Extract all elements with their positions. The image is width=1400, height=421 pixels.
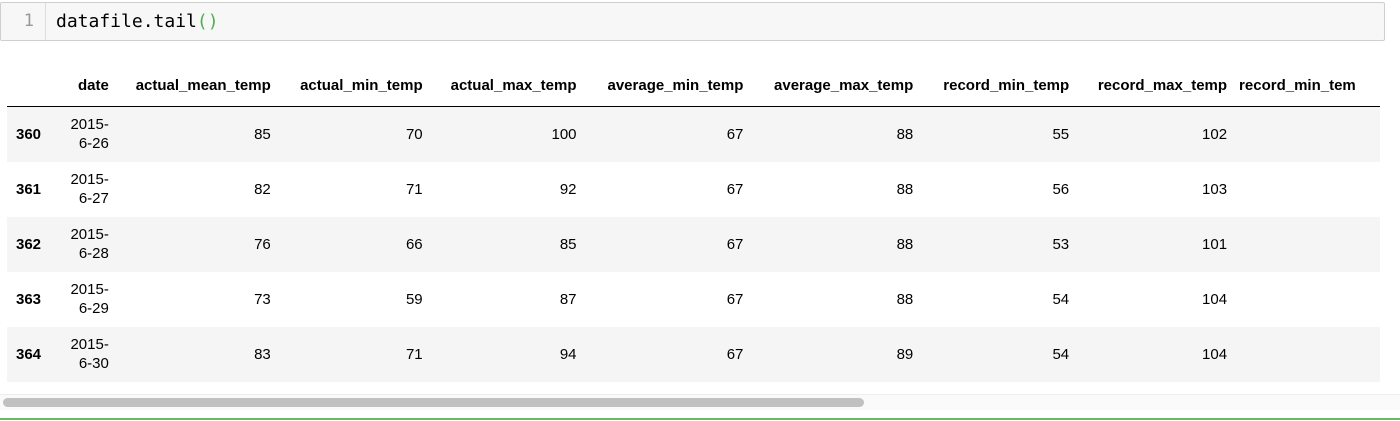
table-cell-clipped — [1233, 217, 1380, 272]
table-cell: 88 — [896, 290, 914, 308]
table-cell: 56 — [1052, 180, 1070, 198]
column-header: actual_min_temp — [276, 64, 429, 107]
table-cell: 88 — [896, 125, 914, 143]
date-cell: 2015- 6-28 — [57, 217, 115, 272]
table-cell: 73 — [254, 290, 271, 308]
column-header: average_min_temp — [582, 64, 750, 107]
date-cell: 2015- 6-29 — [57, 272, 115, 327]
dataframe-viewport[interactable]: date actual_mean_temp actual_min_temp ac… — [7, 64, 1380, 409]
table-cell: 66 — [405, 235, 423, 253]
table-row: 362 2015- 6-28 76 66 85 67 88 53 101 — [7, 216, 1380, 272]
table-row: 361 2015- 6-27 82 71 92 67 88 56 103 — [7, 162, 1380, 217]
column-header: record_min_temp — [919, 64, 1076, 107]
table-row: 364 2015- 6-30 83 71 94 67 89 54 104 — [7, 326, 1380, 382]
table-cell: 88 — [896, 180, 914, 198]
table-cell: 71 — [405, 345, 423, 363]
date-line: 2015- — [70, 226, 109, 243]
table-cell: 67 — [726, 180, 744, 198]
table-cell: 67 — [726, 290, 744, 308]
table-cell-clipped — [1233, 327, 1380, 382]
table-cell: 76 — [254, 235, 271, 253]
column-header: actual_max_temp — [428, 64, 583, 107]
table-cell: 92 — [559, 180, 577, 198]
table-cell: 87 — [559, 290, 577, 308]
table-cell: 53 — [1052, 235, 1070, 253]
table-cell: 70 — [405, 125, 423, 143]
date-cell: 2015- 6-26 — [57, 107, 115, 162]
date-line: 6-28 — [78, 245, 109, 262]
code-object: datafile.tail — [56, 11, 197, 32]
table-cell: 67 — [726, 125, 744, 143]
date-line: 6-26 — [78, 135, 109, 153]
table-cell-clipped — [1233, 272, 1380, 327]
date-line: 2015- — [70, 116, 109, 134]
code-paren-close: ) — [207, 11, 219, 32]
table-cell: 54 — [1052, 290, 1070, 308]
table-cell: 85 — [559, 235, 577, 253]
date-cell: 2015- 6-30 — [57, 327, 115, 382]
column-header: date — [56, 64, 115, 107]
dataframe-table: date actual_mean_temp actual_min_temp ac… — [7, 64, 1380, 382]
table-cell: 82 — [254, 180, 271, 198]
date-line: 2015- — [70, 171, 109, 188]
next-cell-border — [0, 418, 1400, 420]
table-cell: 103 — [1202, 180, 1228, 198]
table-cell: 101 — [1202, 235, 1228, 253]
table-cell: 67 — [726, 235, 744, 253]
table-cell: 89 — [896, 345, 914, 363]
row-index: 360 — [16, 125, 42, 143]
table-cell: 54 — [1052, 345, 1070, 363]
code-paren-open: ( — [196, 11, 208, 32]
scrollbar-thumb[interactable] — [3, 398, 864, 407]
column-header: actual_mean_temp — [114, 64, 277, 107]
row-index: 363 — [16, 290, 42, 308]
column-header: average_max_temp — [749, 64, 920, 107]
row-index: 361 — [16, 180, 42, 198]
table-cell: 100 — [551, 125, 577, 143]
date-line: 2015- — [70, 281, 109, 298]
column-header: record_max_temp — [1075, 64, 1234, 107]
date-line: 6-27 — [78, 190, 109, 207]
horizontal-scrollbar[interactable] — [0, 394, 1400, 410]
code-input-cell[interactable]: 1 datafile.tail() — [0, 2, 1385, 41]
table-cell: 102 — [1202, 125, 1228, 143]
date-cell: 2015- 6-27 — [57, 162, 115, 217]
date-line: 6-29 — [78, 300, 109, 317]
date-line: 2015- — [70, 336, 109, 353]
table-cell: 104 — [1202, 345, 1228, 363]
table-cell-clipped — [1233, 162, 1380, 217]
table-cell: 85 — [254, 125, 271, 143]
table-cell: 55 — [1052, 125, 1070, 143]
header-row: date actual_mean_temp actual_min_temp ac… — [7, 64, 1380, 107]
table-row: 360 2015- 6-26 85 70 100 67 88 55 102 — [7, 106, 1380, 162]
code-text[interactable]: datafile.tail() — [56, 3, 219, 40]
table-cell: 59 — [405, 290, 423, 308]
line-number: 1 — [1, 3, 46, 40]
table-cell-clipped — [1233, 107, 1380, 162]
row-index: 362 — [16, 235, 42, 253]
table-cell: 88 — [896, 235, 914, 253]
table-cell: 94 — [559, 345, 577, 363]
table-cell: 67 — [726, 345, 744, 363]
output-area: date actual_mean_temp actual_min_temp ac… — [0, 44, 1400, 414]
table-cell: 83 — [254, 345, 271, 363]
row-index: 364 — [16, 345, 42, 363]
table-cell: 104 — [1202, 290, 1228, 308]
table-row: 363 2015- 6-29 73 59 87 67 88 54 104 — [7, 272, 1380, 327]
table-cell: 71 — [405, 180, 423, 198]
index-header — [7, 64, 57, 107]
column-header: record_min_tem — [1233, 64, 1380, 107]
date-line: 6-30 — [78, 355, 109, 372]
